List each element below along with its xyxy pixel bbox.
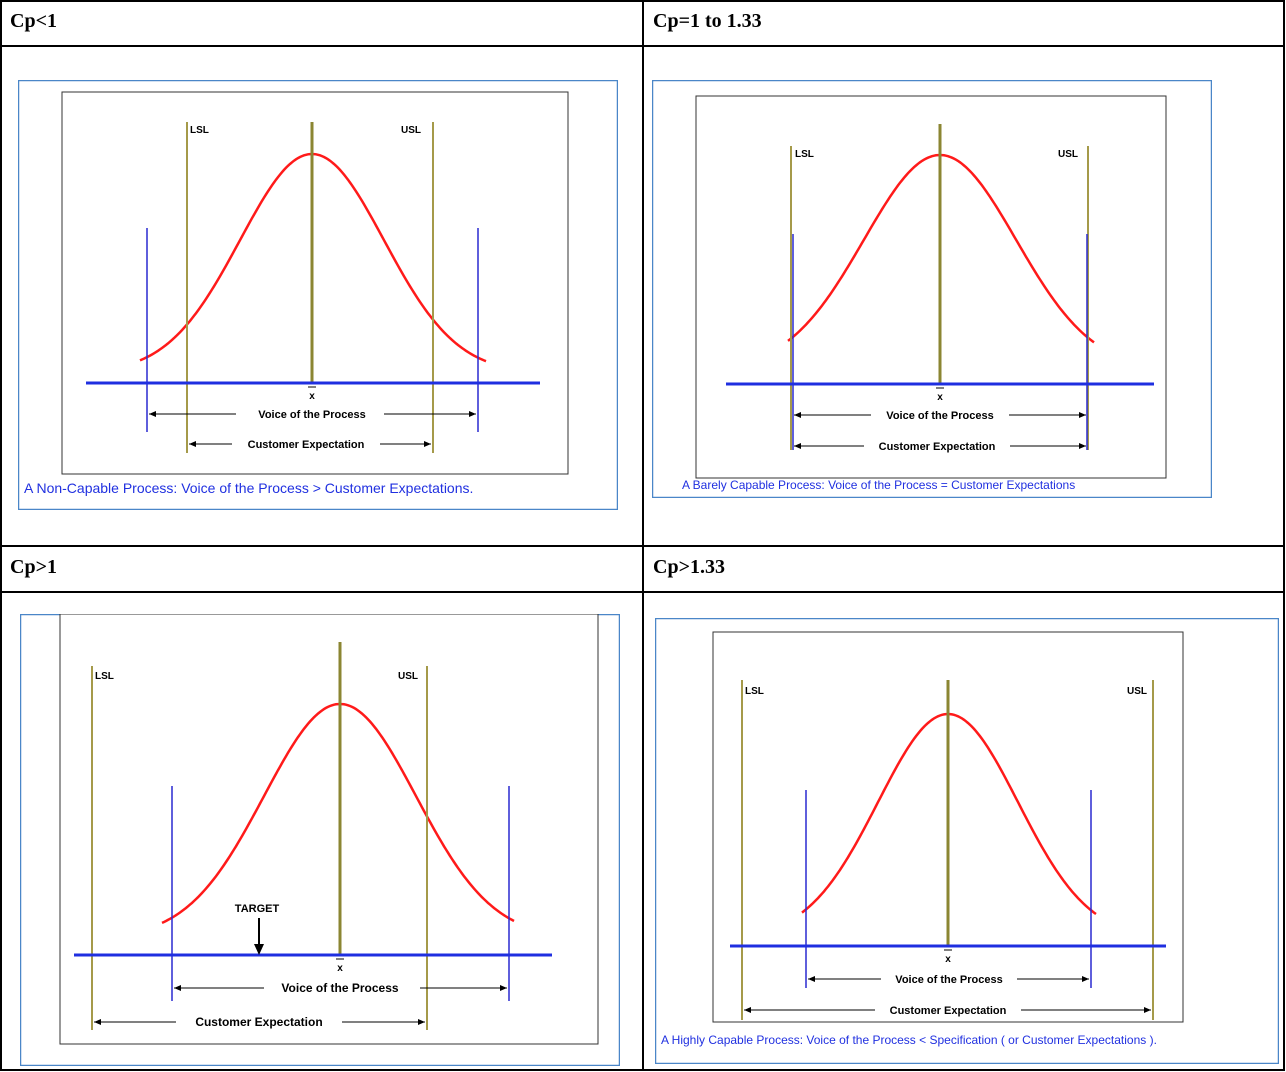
- usl-label: USL: [1058, 149, 1078, 160]
- caption: A Highly Capable Process: Voice of the P…: [661, 1033, 1157, 1047]
- customer-label: Customer Expectation: [248, 439, 365, 451]
- lsl-label: LSL: [795, 149, 814, 160]
- lsl-label: LSL: [190, 125, 209, 136]
- diagram-barely-capable: LSL USL x Voice of the Process Customer …: [652, 80, 1212, 498]
- voice-label: Voice of the Process: [258, 409, 365, 421]
- usl-label: USL: [398, 671, 418, 682]
- header-cp-greater-1-33: Cp>1.33: [653, 556, 725, 578]
- caption: A Non-Capable Process: Voice of the Proc…: [24, 480, 473, 496]
- voice-label: Voice of the Process: [886, 410, 993, 422]
- bell-curve: [161, 702, 515, 925]
- header-cp-1-to-1-33: Cp=1 to 1.33: [653, 10, 762, 32]
- customer-label: Customer Expectation: [879, 441, 996, 453]
- xbar-label: x: [337, 963, 343, 974]
- xbar-label: x: [945, 954, 951, 965]
- xbar-label: x: [937, 392, 943, 403]
- customer-label: Customer Expectation: [890, 1005, 1007, 1017]
- xbar-label: x: [309, 391, 315, 402]
- usl-label: USL: [1127, 686, 1147, 697]
- header-cp-greater-1: Cp>1: [10, 556, 57, 578]
- lsl-label: LSL: [95, 671, 114, 682]
- voice-label: Voice of the Process: [895, 974, 1002, 986]
- lsl-label: LSL: [745, 686, 764, 697]
- usl-label: USL: [401, 125, 421, 136]
- customer-label: Customer Expectation: [195, 1015, 322, 1029]
- diagram-capable-target: LSL USL TARGET x Voice of the Process Cu…: [20, 614, 620, 1066]
- caption: A Barely Capable Process: Voice of the P…: [682, 478, 1075, 492]
- diagram-non-capable: LSL USL x Voice of the Process Customer …: [18, 80, 618, 510]
- voice-label: Voice of the Process: [281, 981, 398, 995]
- diagram-highly-capable: LSL USL x Voice of the Process Customer …: [655, 618, 1279, 1064]
- target-label: TARGET: [235, 903, 280, 915]
- header-cp-less-1: Cp<1: [10, 10, 57, 32]
